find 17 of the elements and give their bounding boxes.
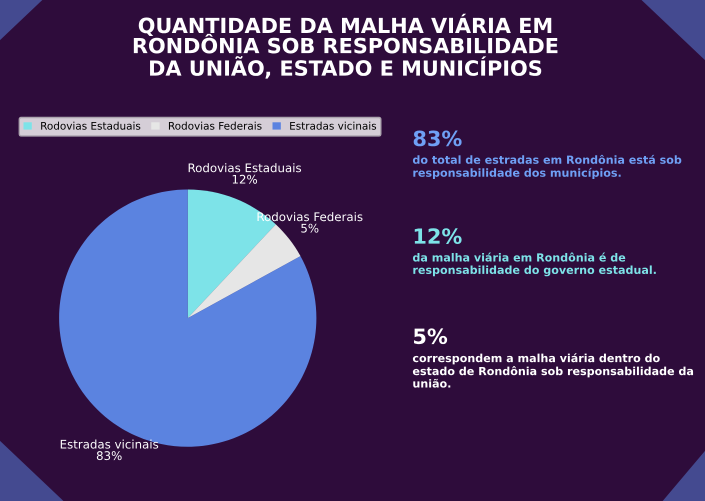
text: 83% <box>414 130 462 146</box>
slice-label: Estradas vicinais <box>60 440 158 449</box>
legend-label: Estradas vicinais <box>290 122 376 130</box>
legend-label: Rodovias Federais <box>168 122 262 130</box>
text: do total de estradas em Rondônia está sob responsabilidade dos municípios. <box>412 154 682 180</box>
data-label: 12% <box>232 174 258 184</box>
text: da malha viária em Rondônia é de responsabilidade do governo estadual. <box>412 252 656 276</box>
data-label: 5% <box>301 224 318 233</box>
data-label: 83% <box>96 451 122 460</box>
text: 5% <box>414 328 448 344</box>
pie-slice <box>59 189 316 447</box>
text: 12% <box>414 228 462 244</box>
pie-slice <box>188 224 300 318</box>
text: correspondem a malha viária dentro do estado de Rondônia sob responsabilidade da união. <box>412 353 694 388</box>
chart-title: QUANTIDADE DA MALHA VIÁRIA EM RONDÔNIA SOB RESPONSABILIDADE DA UNIÃO, ESTADO E MUNICÍPIOS <box>134 14 558 79</box>
slice-label: Rodovias Estaduais <box>188 163 302 172</box>
legend-label: Rodovias Estaduais <box>41 122 140 130</box>
